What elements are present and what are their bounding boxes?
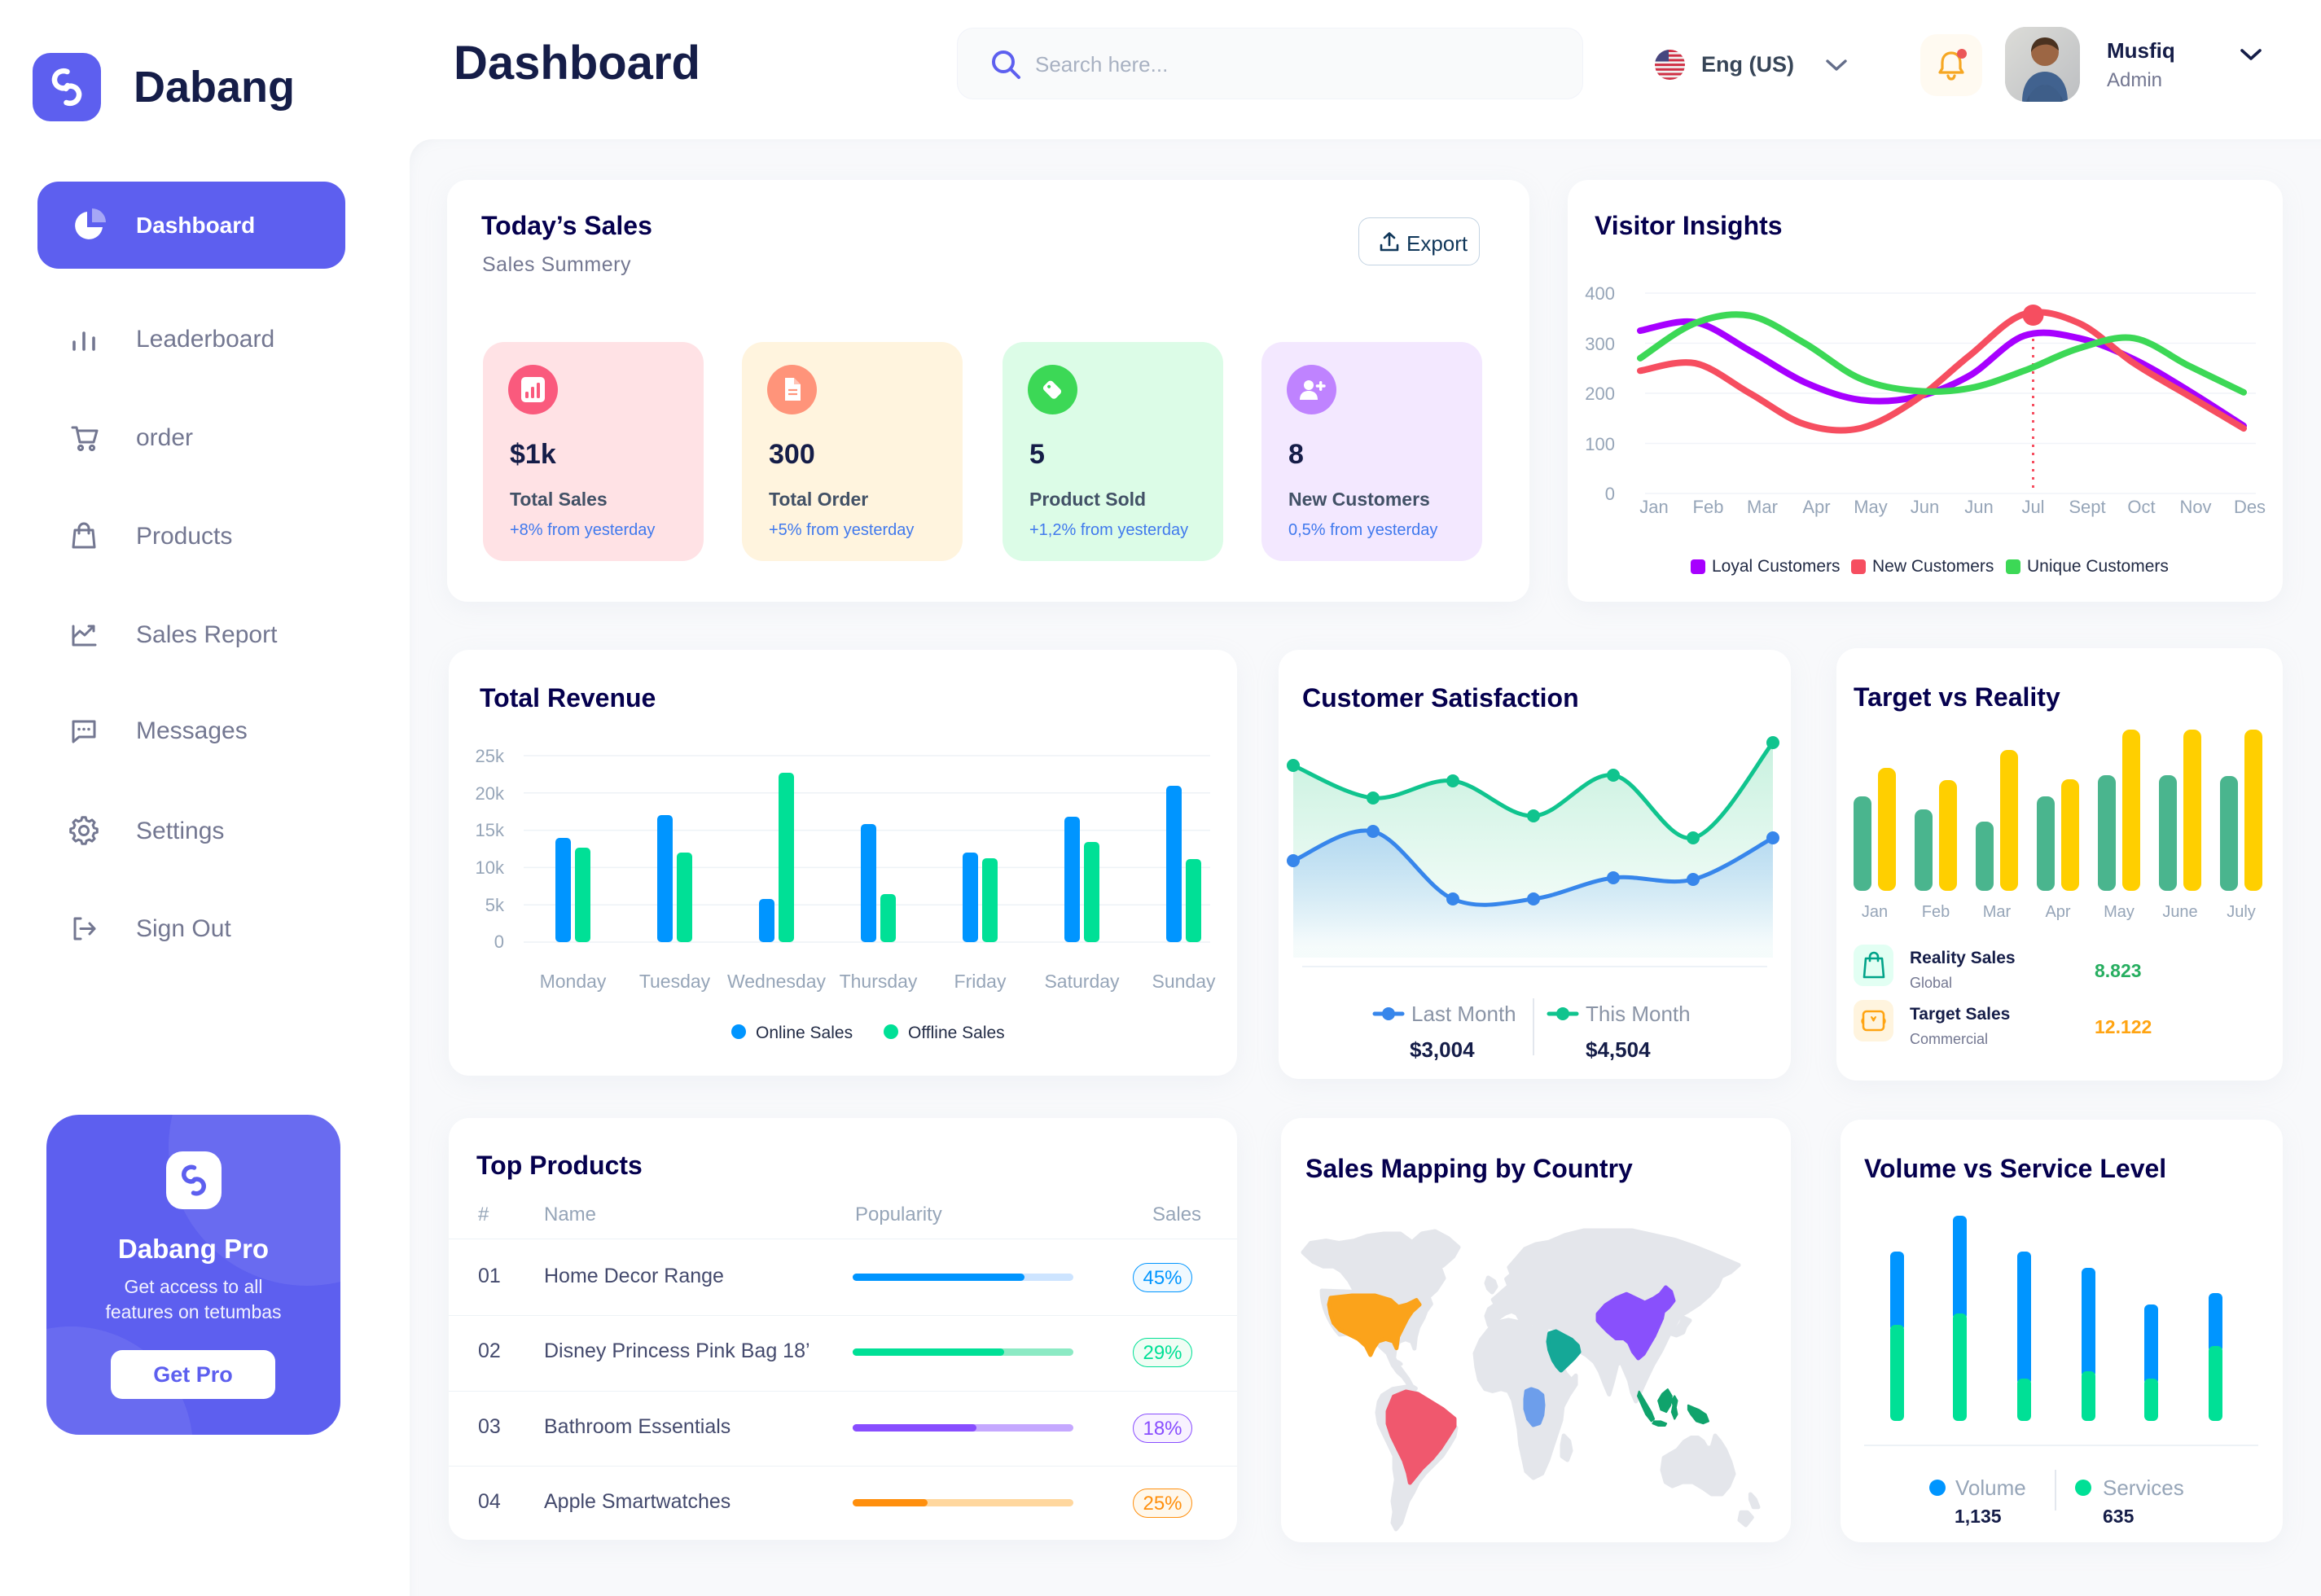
svg-text:Nov: Nov [2179,497,2211,517]
svg-text:Feb: Feb [1922,903,1950,921]
svg-text:Unique Customers: Unique Customers [2027,557,2169,576]
svg-text:Reality Sales: Reality Sales [1910,949,2016,967]
svg-text:25k: 25k [476,746,505,766]
svg-text:400: 400 [1585,283,1615,304]
svg-text:5k: 5k [485,895,505,915]
svg-text:12.122: 12.122 [2095,1016,2152,1037]
svg-text:Target Sales: Target Sales [1910,1005,2010,1024]
svg-text:Tuesday: Tuesday [639,971,711,992]
svg-text:100: 100 [1585,434,1615,454]
svg-text:Des: Des [2234,497,2266,517]
svg-text:Feb: Feb [1693,497,1724,517]
svg-text:Last Month: Last Month [1411,1002,1516,1026]
svg-text:Jul: Jul [2021,497,2044,517]
svg-text:8.823: 8.823 [2095,960,2142,981]
svg-text:Mar: Mar [1983,903,2012,921]
svg-text:Oct: Oct [2127,497,2155,517]
svg-text:Thursday: Thursday [840,971,918,992]
svg-text:Jan: Jan [1862,903,1888,921]
svg-text:Commercial: Commercial [1910,1031,1988,1047]
svg-text:Saturday: Saturday [1044,971,1120,992]
svg-text:Offline Sales: Offline Sales [908,1024,1005,1042]
svg-text:Monday: Monday [540,971,607,992]
svg-text:Volume: Volume [1955,1475,2026,1500]
svg-text:10k: 10k [476,857,505,878]
svg-text:Global: Global [1910,975,1952,991]
svg-text:Jun: Jun [1964,497,1993,517]
svg-text:This Month: This Month [1586,1002,1691,1026]
svg-text:1,135: 1,135 [1955,1506,2002,1527]
svg-text:20k: 20k [476,783,505,804]
svg-text:Friday: Friday [954,971,1007,992]
svg-text:$3,004: $3,004 [1410,1037,1475,1062]
svg-text:Apr: Apr [1802,497,1830,517]
svg-text:Wednesday: Wednesday [727,971,827,992]
svg-text:0: 0 [1605,484,1615,504]
svg-text:June: June [2162,903,2197,921]
svg-text:May: May [2104,903,2135,921]
svg-text:15k: 15k [476,820,505,840]
svg-text:Loyal Customers: Loyal Customers [1712,557,1841,576]
svg-text:300: 300 [1585,334,1615,354]
svg-text:Apr: Apr [2045,903,2070,921]
svg-text:Services: Services [2103,1475,2184,1500]
svg-text:635: 635 [2103,1506,2135,1527]
svg-text:July: July [2227,903,2256,921]
svg-text:May: May [1854,497,1888,517]
svg-text:Sunday: Sunday [1152,971,1216,992]
svg-text:200: 200 [1585,384,1615,404]
svg-text:Sept: Sept [2069,497,2105,517]
svg-text:Mar: Mar [1747,497,1778,517]
svg-text:$4,504: $4,504 [1586,1037,1651,1062]
svg-text:Jun: Jun [1911,497,1939,517]
svg-text:Online Sales: Online Sales [756,1024,853,1042]
svg-text:0: 0 [494,932,504,952]
svg-text:Jan: Jan [1639,497,1668,517]
svg-text:New Customers: New Customers [1872,557,1994,576]
